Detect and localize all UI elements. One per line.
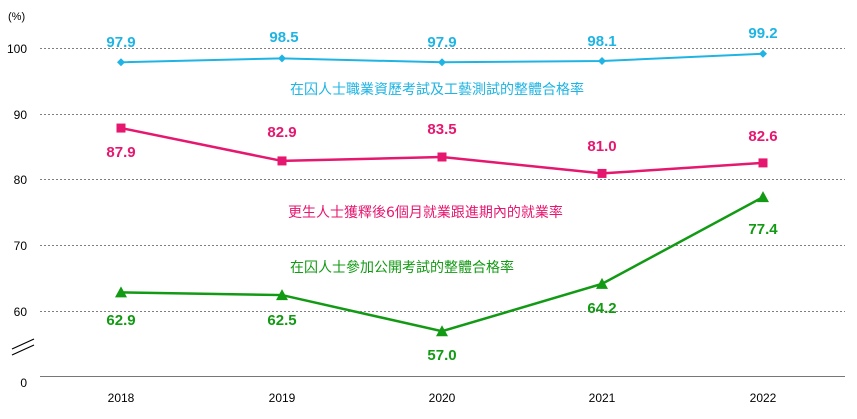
data-point-marker: [278, 54, 286, 63]
data-label: 82.6: [748, 128, 777, 145]
data-label: 57.0: [427, 347, 456, 364]
data-point-marker: [596, 277, 608, 289]
series-label-blue: 在囚人士職業資歷考試及工藝測試的整體合格率: [290, 81, 584, 98]
data-point-marker: [277, 156, 287, 166]
y-tick-label: 90: [14, 108, 28, 122]
y-tick-label: 70: [14, 239, 28, 253]
y-tick-label: 80: [14, 173, 28, 187]
data-label: 97.9: [106, 34, 135, 51]
data-labels: 97.9 98.5 97.9 98.1 99.2 87.9 82.9 83.5 …: [106, 25, 778, 364]
x-tick-label: 2022: [750, 391, 777, 405]
data-label: 77.4: [748, 221, 778, 238]
data-point-marker: [597, 168, 607, 178]
data-label: 87.9: [106, 144, 135, 161]
data-point-marker: [117, 58, 125, 67]
data-point-marker: [115, 286, 127, 298]
x-tick-label: 2021: [589, 391, 616, 405]
axis-break-icon: [11, 338, 35, 356]
data-label: 64.2: [587, 300, 616, 317]
data-point-marker: [437, 152, 447, 162]
data-label: 99.2: [748, 25, 777, 42]
data-label: 98.1: [587, 33, 616, 50]
data-point-marker: [436, 325, 448, 337]
y-tick-label: 100: [7, 42, 27, 56]
data-label: 81.0: [587, 138, 616, 155]
x-tick-label: 2018: [108, 391, 135, 405]
data-label: 62.5: [267, 312, 296, 329]
x-tick-labels: 2018 2019 2020 2021 2022: [108, 391, 777, 405]
data-label: 97.9: [427, 34, 456, 51]
data-label: 98.5: [269, 29, 298, 46]
data-label: 62.9: [106, 312, 135, 329]
data-point-marker: [758, 158, 768, 168]
series-label-green: 在囚人士參加公開考試的整體合格率: [290, 259, 514, 276]
data-label: 82.9: [267, 124, 296, 141]
x-tick-label: 2019: [269, 391, 296, 405]
y-axis-unit: (%): [8, 11, 25, 23]
y-tick-label: 60: [14, 305, 28, 319]
series-label-pink: 更生人士獲釋後6個月就業跟進期內的就業率: [288, 204, 563, 221]
data-point-marker: [757, 191, 769, 203]
data-point-marker: [116, 123, 126, 133]
series-markers: [115, 49, 769, 337]
data-point-marker: [276, 289, 288, 301]
data-point-marker: [598, 56, 606, 65]
data-label: 83.5: [427, 121, 456, 138]
x-tick-label: 2020: [429, 391, 456, 405]
gridlines: [40, 48, 845, 377]
data-point-marker: [438, 58, 446, 67]
y-tick-labels: 100 90 80 70 60 0: [7, 42, 27, 390]
y-tick-label: 0: [20, 376, 27, 390]
data-point-marker: [759, 49, 767, 58]
series-labels: 在囚人士職業資歷考試及工藝測試的整體合格率 更生人士獲釋後6個月就業跟進期內的就…: [288, 81, 584, 276]
